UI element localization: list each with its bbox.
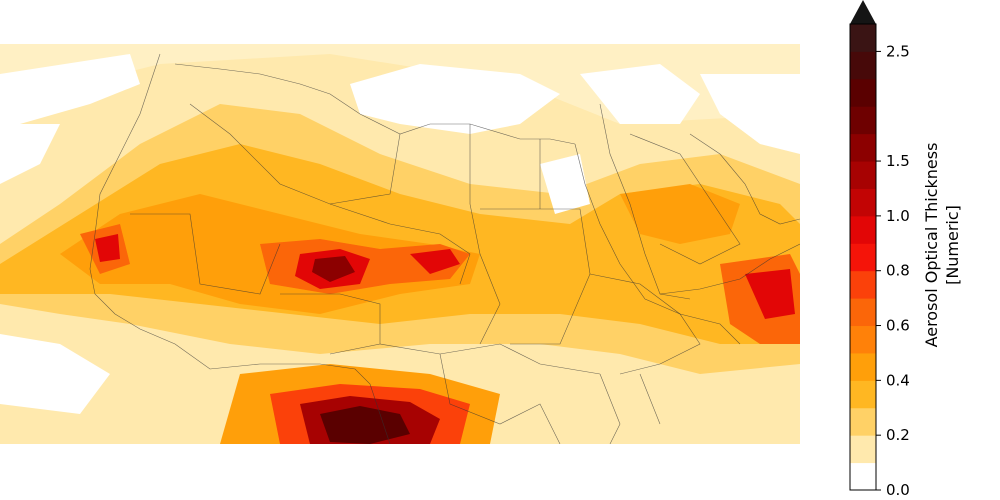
clean-air-patches: [0, 54, 800, 414]
colorbar-ticks: 0.0 0.2 0.4 0.6 0.8 1.0 1.5 2.5: [876, 42, 910, 499]
colorbar-tick-label: 1.0: [886, 207, 910, 225]
country-borders: [89, 53, 800, 444]
coastline-red-sea-west: [574, 143, 741, 345]
coastline-mediterranean: [174, 63, 576, 145]
coastline-west-africa: [89, 53, 391, 444]
colorbar-segment: [850, 133, 876, 162]
border-libya-egypt: [469, 124, 541, 209]
border-nigeria: [280, 293, 381, 355]
border-congo: [439, 353, 561, 444]
colorbar-frame: [849, 23, 877, 491]
border-chad: [469, 203, 501, 345]
colorbar-segment: [850, 161, 876, 189]
colorbar-segment: [850, 352, 876, 381]
colorbar-segment: [850, 51, 876, 80]
clean-air-eastmed: [580, 64, 700, 124]
colorbar: 0.0 0.2 0.4 0.6 0.8 1.0 1.5 2.5 Aerosol Optical…: [849, 0, 962, 499]
coastline-gulf: [689, 133, 800, 225]
border-saudi: [629, 133, 741, 265]
clean-air-atlantic-north: [0, 54, 140, 124]
border-ethiopia: [589, 273, 701, 375]
clean-air-levant: [700, 74, 800, 154]
colorbar-segment: [850, 462, 876, 491]
colorbar-tick-label: 2.5: [886, 42, 910, 60]
colorbar-segment: [850, 325, 876, 354]
border-niger: [329, 203, 471, 285]
plume-darkest-core: [312, 256, 355, 282]
colorbar-segment: [850, 188, 876, 217]
colorbar-label-line2: [Numeric]: [943, 205, 962, 285]
border-east-africa: [599, 373, 661, 444]
colorbar-segment: [850, 407, 876, 436]
plume-south-darkest: [320, 406, 410, 444]
colorbar-extend-arrow: [850, 0, 876, 24]
border-mali: [130, 213, 281, 295]
colorbar-tick-label: 0.6: [886, 317, 910, 335]
colorbar-segment: [850, 24, 876, 52]
coastline-arabia: [659, 243, 800, 295]
colorbar-tick-label: 0.2: [886, 426, 910, 444]
colorbar-segment: [850, 270, 876, 299]
colorbar-tick-label: 0.8: [886, 262, 910, 280]
clean-air-atlantic-south: [0, 334, 110, 414]
plume-dark-orange: [80, 224, 470, 294]
colorbar-segment: [850, 106, 876, 135]
clean-air-egypt: [540, 154, 590, 214]
colorbar-tick-label: 0.4: [886, 371, 910, 389]
colorbar-segment: [850, 435, 876, 464]
colorbar-segment: [850, 215, 876, 244]
colorbar-segment: [850, 298, 876, 327]
colorbar-segment: [850, 380, 876, 409]
colorbar-label-line1: Aerosol Optical Thickness: [922, 143, 941, 348]
border-central-africa: [379, 343, 601, 375]
aerosol-map: [0, 44, 800, 444]
border-algeria: [189, 103, 401, 205]
colorbar-segments: [850, 24, 876, 491]
plume-red-core: [95, 234, 795, 319]
colorbar-segment: [850, 78, 876, 107]
colorbar-segment: [850, 243, 876, 272]
clean-air-mediterranean: [350, 64, 560, 134]
colorbar-tick-label: 1.5: [886, 152, 910, 170]
colorbar-tick-label: 0.0: [886, 481, 910, 499]
clean-air-atlantic-mid: [0, 124, 60, 184]
aerosol-field: [0, 54, 800, 444]
coastline-red-sea-east: [599, 103, 691, 300]
